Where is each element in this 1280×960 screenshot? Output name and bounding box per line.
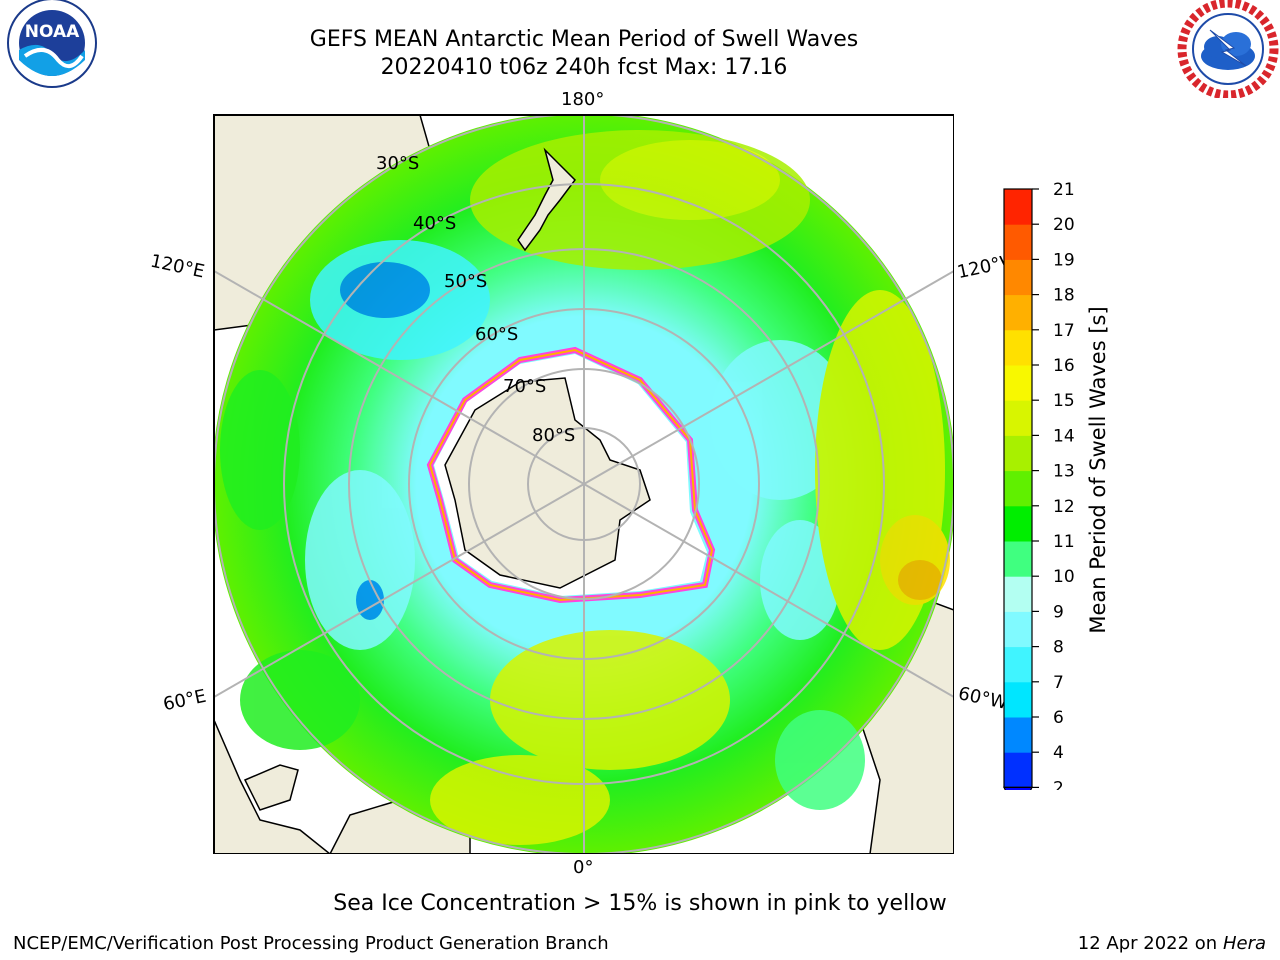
chart-subtitle: 20220410 t06z 240h fcst Max: 17.16 <box>380 55 788 80</box>
colorbar-segment <box>1004 365 1032 401</box>
colorbar-segment <box>1004 189 1032 225</box>
footer-date-text: 12 Apr 2022 on <box>1077 933 1223 954</box>
new-zealand <box>517 147 576 252</box>
lon-label-120e: 120°E <box>148 250 207 283</box>
colorbar-tick-label: 14 <box>1053 426 1075 446</box>
colorbar-tick-label: 17 <box>1053 321 1075 341</box>
colorbar-tick-label: 15 <box>1053 391 1075 411</box>
colorbar-tick-label: 10 <box>1053 567 1075 587</box>
colorbar-tick-label: 20 <box>1053 215 1075 235</box>
lat-label-60s: 60°S <box>475 324 519 345</box>
colorbar-frame <box>1003 188 1033 789</box>
lon-label-0: 0° <box>573 857 594 878</box>
colorbar-tick-label: 8 <box>1053 638 1064 658</box>
colorbar-tick-label: 2 <box>1053 778 1064 790</box>
footer-host: Hera <box>1222 933 1266 954</box>
colorbar-segment <box>1004 646 1032 683</box>
colorbar-segment <box>1004 294 1032 331</box>
colorbar-segment <box>1004 576 1032 612</box>
colorbar: 2 4 6 7 8 9 10 11 12 13 14 15 16 17 18 19 20 21 <box>1003 180 1075 790</box>
swell-period-field <box>220 130 950 845</box>
colorbar-segment <box>1004 717 1032 753</box>
antarctic-swell-period-map <box>213 114 954 854</box>
colorbar-tick-label: 19 <box>1053 250 1075 270</box>
sea-ice-note: Sea Ice Concentration > 15% is shown in … <box>333 891 947 916</box>
colorbar-tick-label: 7 <box>1053 673 1064 693</box>
colorbar-segment <box>1004 435 1032 472</box>
colorbar-tick-label: 13 <box>1053 462 1075 482</box>
lon-label-60e: 60°E <box>161 685 208 716</box>
svg-text:NOAA: NOAA <box>25 22 80 42</box>
nws-logo <box>1177 0 1279 98</box>
colorbar-segment <box>1004 505 1032 542</box>
map-frame <box>213 114 954 854</box>
colorbar-segment <box>1004 470 1032 507</box>
chart-title: GEFS MEAN Antarctic Mean Period of Swell… <box>309 27 859 52</box>
noaa-logo: NOAA <box>7 0 97 88</box>
lat-label-40s: 40°S <box>413 213 457 234</box>
colorbar-tick-label: 6 <box>1053 708 1064 728</box>
colorbar-tick-label: 4 <box>1053 743 1064 763</box>
colorbar-tick-label: 11 <box>1053 532 1075 552</box>
lon-label-180: 180° <box>561 89 605 110</box>
colorbar-segment <box>1004 541 1032 577</box>
colorbar-tick-label: 16 <box>1053 356 1075 376</box>
graticule <box>214 115 954 854</box>
colorbar-segment <box>1004 259 1032 296</box>
colorbar-tick-label: 9 <box>1053 602 1064 622</box>
lat-label-30s: 30°S <box>376 153 420 174</box>
colorbar-segment <box>1004 400 1032 436</box>
colorbar-label: Mean Period of Swell Waves [s] <box>1086 306 1110 634</box>
colorbar-tick-label: 18 <box>1053 286 1075 306</box>
lat-label-50s: 50°S <box>444 271 488 292</box>
lat-label-80s: 80°S <box>532 425 576 446</box>
colorbar-segment <box>1004 752 1032 788</box>
colorbar-tick-label: 21 <box>1053 180 1075 200</box>
colorbar-segment <box>1004 611 1032 648</box>
footer-date: 12 Apr 2022 on Hera <box>1078 933 1266 954</box>
lat-label-70s: 70°S <box>503 376 547 397</box>
footer-credit: NCEP/EMC/Verification Post Processing Pr… <box>13 933 609 954</box>
colorbar-segment <box>1004 681 1032 718</box>
colorbar-segment <box>1004 224 1032 260</box>
colorbar-segment <box>1004 329 1032 366</box>
colorbar-tick-label: 12 <box>1053 497 1075 517</box>
